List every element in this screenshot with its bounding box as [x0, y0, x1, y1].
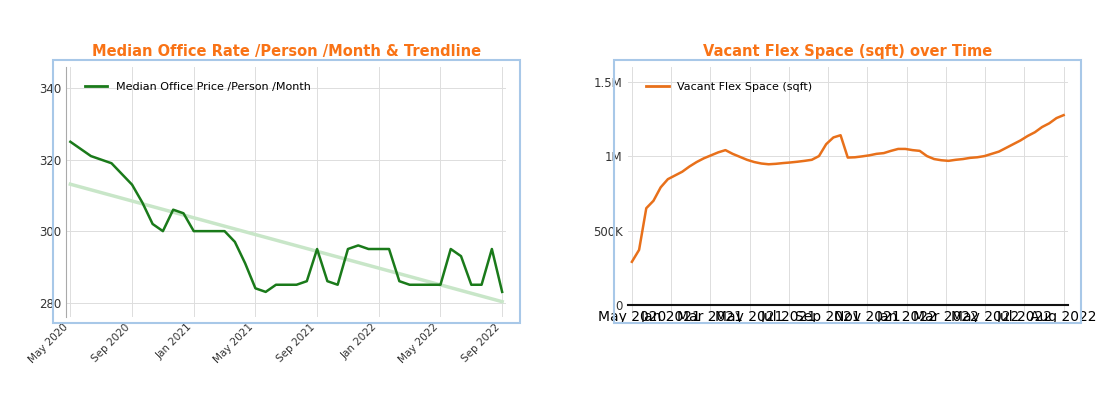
Legend: Vacant Flex Space (sqft): Vacant Flex Space (sqft)	[642, 77, 817, 96]
Title: Median Office Rate /Person /Month & Trendline: Median Office Rate /Person /Month & Tren…	[91, 44, 481, 59]
Title: Vacant Flex Space (sqft) over Time: Vacant Flex Space (sqft) over Time	[704, 44, 992, 59]
Legend: Median Office Price /Person /Month: Median Office Price /Person /Month	[80, 77, 315, 96]
